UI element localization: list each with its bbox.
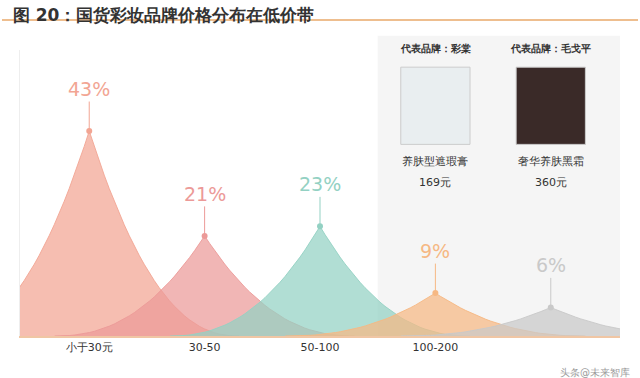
svg-text:6%: 6% — [536, 254, 566, 276]
svg-text:9%: 9% — [420, 240, 450, 262]
svg-text:43%: 43% — [68, 78, 110, 100]
svg-text:21%: 21% — [184, 183, 226, 205]
svg-text:奢华养肤黑霜: 奢华养肤黑霜 — [518, 155, 584, 168]
svg-text:图 20：国货彩妆品牌价格分布在低价带: 图 20：国货彩妆品牌价格分布在低价带 — [13, 5, 315, 25]
svg-text:代表品牌：毛戈平: 代表品牌：毛戈平 — [510, 43, 591, 54]
svg-text:养肤型遮瑕膏: 养肤型遮瑕膏 — [402, 155, 468, 168]
svg-text:169元: 169元 — [419, 176, 451, 189]
svg-text:50-100: 50-100 — [301, 341, 340, 354]
svg-text:100-200: 100-200 — [412, 341, 458, 354]
svg-text:30-50: 30-50 — [189, 341, 221, 354]
svg-text:小于30元: 小于30元 — [66, 341, 113, 354]
svg-text:头条@未来智库: 头条@未来智库 — [560, 367, 630, 378]
svg-text:23%: 23% — [299, 173, 341, 195]
svg-text:360元: 360元 — [535, 176, 567, 189]
svg-text:代表品牌：彩棠: 代表品牌：彩棠 — [400, 43, 471, 54]
